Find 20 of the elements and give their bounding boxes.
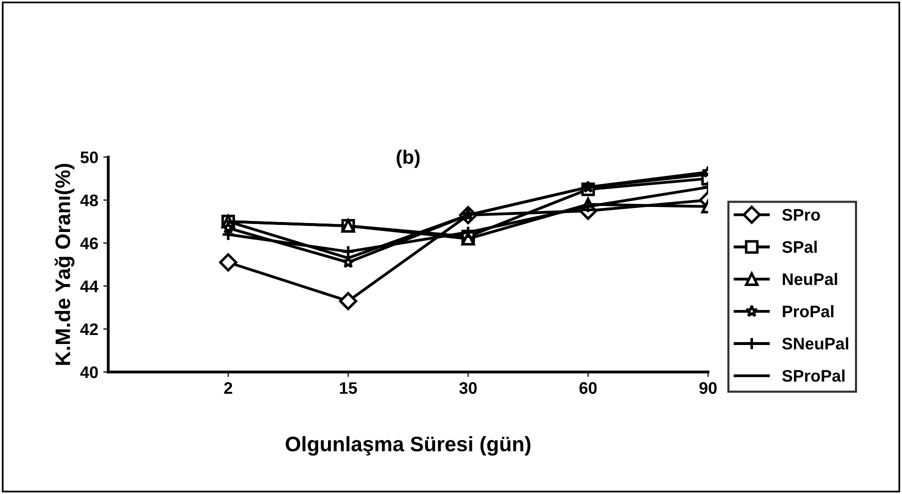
legend-label: SProPal <box>782 370 844 382</box>
y-tick-label: 42 <box>80 323 98 336</box>
x-tick-label: 90 <box>699 382 717 394</box>
x-axis-title: Olgunlaşma Süresi (gün) <box>286 436 530 456</box>
y-tick-label: 50 <box>80 151 98 164</box>
y-tick-label: 48 <box>80 194 98 206</box>
legend-label: NeuPal <box>782 272 838 286</box>
y-tick-label: 44 <box>80 280 98 292</box>
legend-label: SPro <box>782 208 820 221</box>
y-tick-label: 40 <box>80 366 98 378</box>
legend-label: SNeuPal <box>782 337 848 350</box>
x-tick-label: 60 <box>579 382 597 394</box>
x-tick-label: 2 <box>224 382 232 394</box>
y-axis-title: K.M.de Yağ Oranı(%) <box>54 164 74 365</box>
chart-title: (b) <box>396 150 420 168</box>
x-tick-label: 30 <box>459 382 477 394</box>
legend-label: ProPal <box>782 305 834 318</box>
x-tick-label: 15 <box>340 382 357 394</box>
y-tick-label: 46 <box>80 237 98 250</box>
legend-label: SPal <box>782 240 817 253</box>
